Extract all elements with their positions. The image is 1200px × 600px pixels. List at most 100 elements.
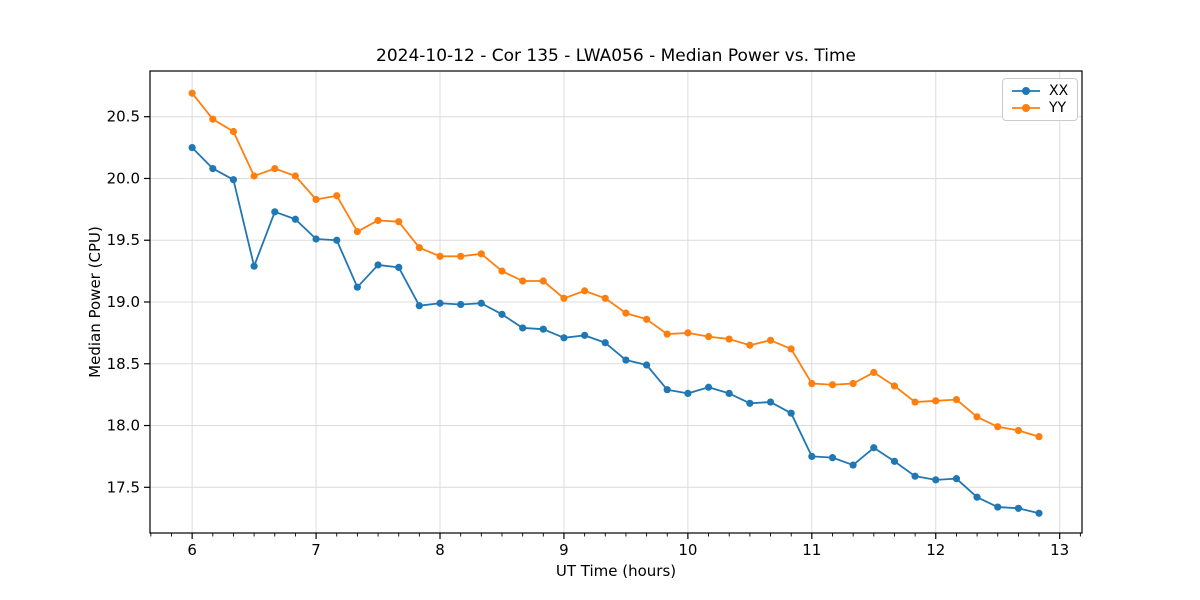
data-point — [291, 215, 299, 223]
data-point — [581, 331, 589, 339]
legend-label-xx: XX — [1049, 83, 1069, 99]
data-point — [890, 382, 899, 390]
x-tick-label: 11 — [802, 541, 821, 559]
data-point — [725, 335, 733, 343]
data-point — [622, 309, 630, 317]
data-point — [1035, 433, 1043, 441]
legend-label-yy: YY — [1049, 100, 1067, 116]
y-tick-label: 18.0 — [107, 417, 140, 435]
x-tick-label: 9 — [559, 541, 569, 559]
data-point — [333, 236, 341, 244]
data-point — [250, 172, 258, 180]
data-point — [374, 261, 382, 269]
data-point — [395, 218, 403, 226]
data-point — [188, 89, 196, 97]
data-point — [436, 252, 444, 260]
x-tick-label: 12 — [926, 541, 945, 559]
x-tick-label: 6 — [187, 541, 197, 559]
data-point — [952, 395, 961, 404]
data-point — [704, 383, 713, 391]
data-point — [911, 472, 919, 480]
data-point — [271, 208, 279, 216]
data-point — [271, 164, 279, 173]
data-point — [746, 341, 754, 349]
data-point — [663, 386, 671, 394]
data-point — [353, 227, 361, 236]
data-point — [457, 300, 465, 309]
data-point — [828, 381, 837, 389]
data-point — [808, 452, 816, 461]
data-point — [250, 262, 258, 270]
data-point — [229, 176, 238, 184]
x-tick-label: 13 — [1050, 541, 1069, 559]
data-point — [1035, 509, 1043, 517]
data-point — [622, 356, 630, 364]
legend-line-marker-yy-icon — [1012, 104, 1040, 112]
data-point — [684, 329, 692, 337]
data-point — [477, 250, 485, 258]
data-point — [911, 398, 919, 406]
legend-line-marker-xx-icon — [1012, 87, 1040, 95]
data-point — [519, 324, 527, 332]
data-point — [291, 172, 299, 180]
data-point — [643, 361, 651, 369]
data-point — [746, 399, 754, 407]
legend-item-yy: YY — [1010, 101, 1068, 115]
x-tick-label: 10 — [678, 541, 697, 559]
gridlines — [150, 71, 1082, 533]
data-point — [560, 294, 568, 302]
data-point — [601, 294, 609, 302]
data-point — [395, 263, 403, 272]
data-point — [436, 299, 444, 307]
y-tick-label: 17.5 — [107, 478, 140, 496]
data-point — [704, 332, 713, 341]
data-point — [684, 389, 692, 398]
y-axis-label: Median Power (CPU) — [86, 226, 104, 378]
data-point — [766, 398, 775, 406]
data-point — [539, 325, 547, 333]
data-point — [994, 503, 1002, 511]
data-point — [1014, 426, 1023, 435]
data-point — [333, 192, 341, 200]
data-point — [890, 457, 899, 465]
data-point — [498, 267, 506, 275]
data-point — [994, 423, 1002, 431]
data-point — [787, 409, 795, 417]
y-tick-label: 18.5 — [107, 355, 140, 373]
data-point — [725, 389, 733, 398]
data-point — [663, 330, 671, 338]
data-point — [787, 345, 795, 353]
data-point — [849, 461, 857, 469]
data-point — [312, 195, 320, 204]
data-point — [353, 283, 361, 291]
legend-item-xx: XX — [1010, 84, 1068, 98]
data-point — [415, 244, 423, 252]
data-point — [952, 475, 961, 483]
data-point — [870, 368, 878, 377]
data-point — [828, 454, 837, 462]
data-point — [1014, 504, 1023, 512]
data-point — [498, 310, 506, 318]
data-point — [849, 379, 857, 388]
data-point — [374, 216, 382, 225]
y-tick-label: 20.5 — [107, 108, 140, 126]
data-point — [229, 127, 238, 136]
y-tick-label: 20.0 — [107, 169, 140, 187]
data-point — [312, 235, 320, 243]
series-xx — [188, 143, 1043, 517]
data-point — [808, 379, 816, 388]
data-point — [932, 397, 940, 405]
x-axis-label: UT Time (hours) — [555, 562, 677, 580]
data-point — [581, 287, 589, 295]
data-point — [973, 493, 981, 501]
data-point — [415, 302, 423, 310]
data-point — [973, 413, 981, 421]
chart-title: 2024-10-12 - Cor 135 - LWA056 - Median P… — [376, 46, 856, 66]
series-yy — [188, 89, 1043, 441]
data-point — [477, 299, 485, 307]
data-point — [457, 252, 465, 260]
axes-ticks: 6 7 8 9 10 11 12 13 17.5 18.0 18.5 19.0 19.5 20.0 20.5 — [107, 108, 1081, 559]
x-tick-label: 7 — [311, 541, 321, 559]
